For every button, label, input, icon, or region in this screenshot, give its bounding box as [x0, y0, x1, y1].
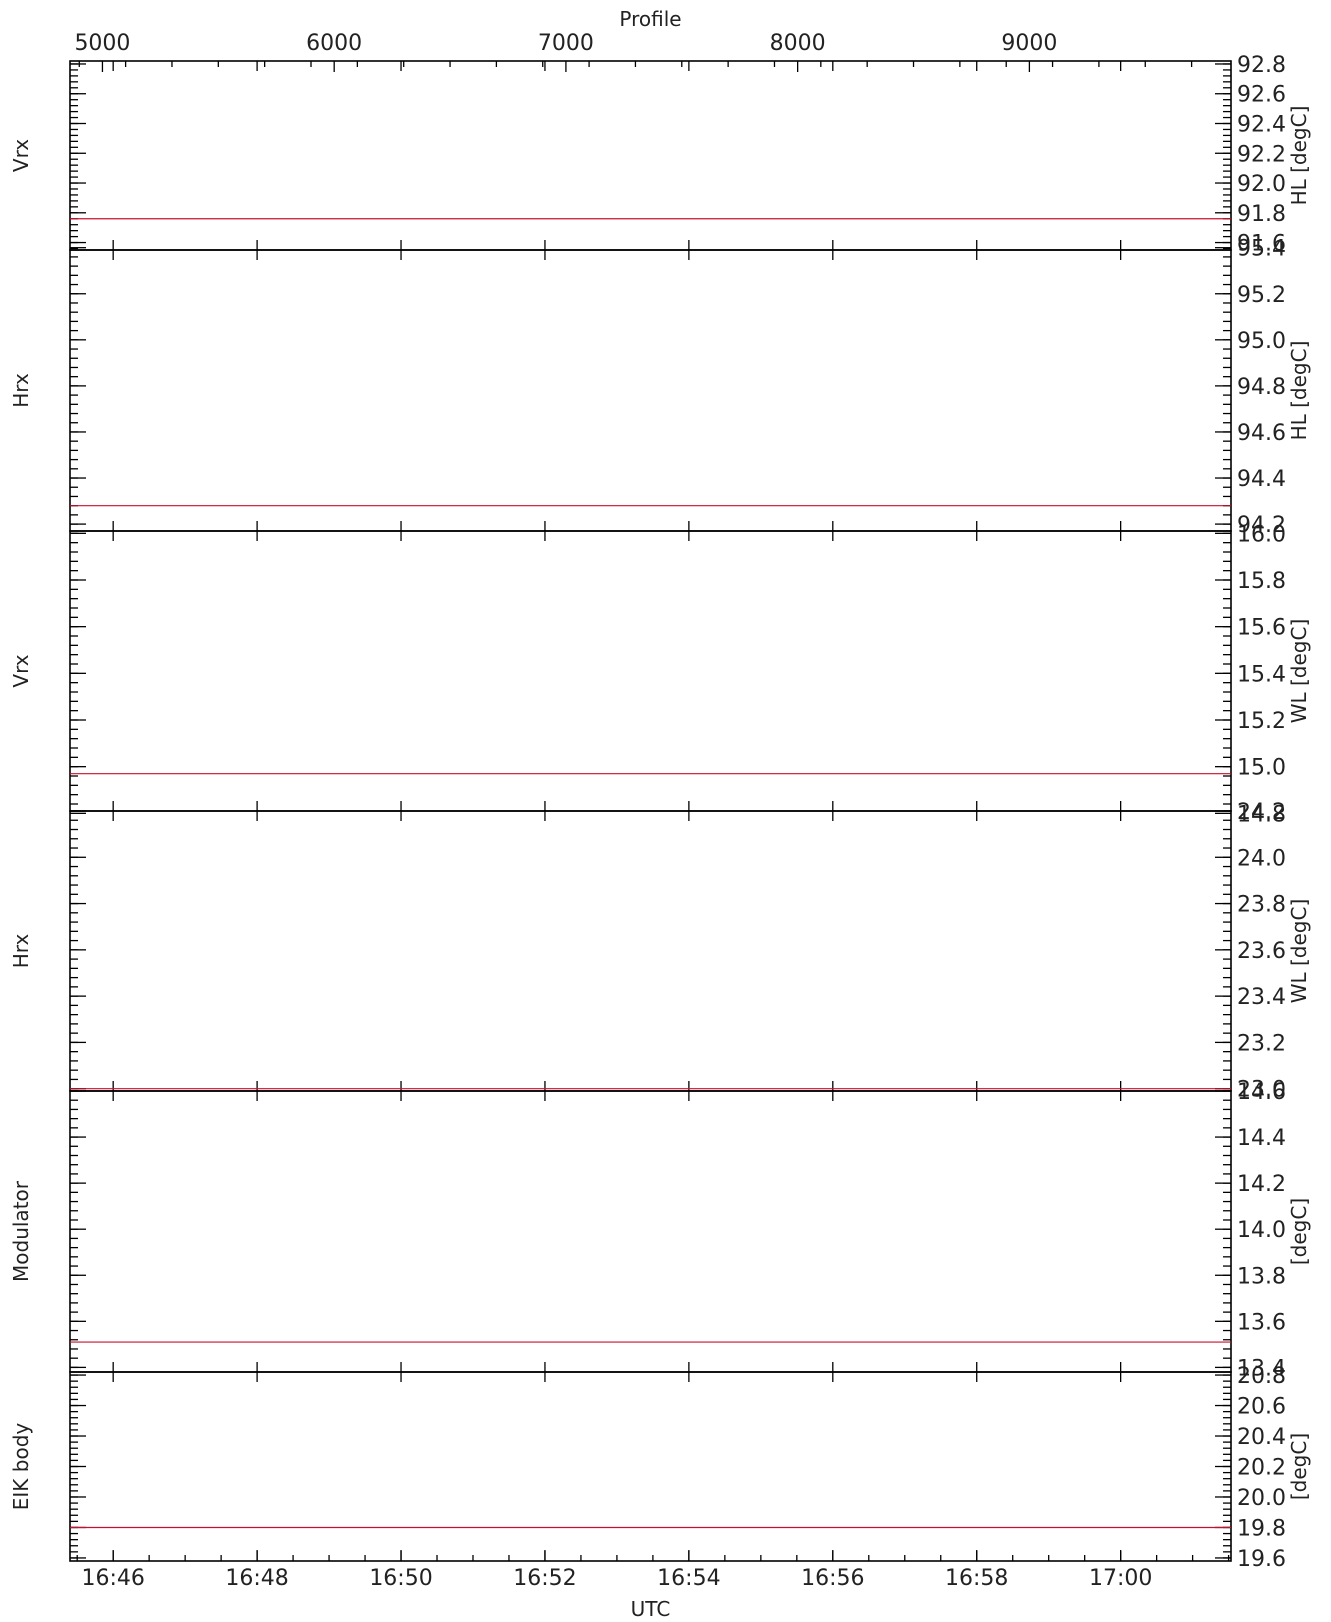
panel-0-frame — [69, 60, 1232, 251]
panel-5-ytick-label-4: 20.4 — [1237, 1425, 1286, 1450]
panel-1-ytick-label-3: 94.8 — [1237, 375, 1286, 400]
x-axis-tick-label-1: 16:48 — [225, 1566, 288, 1591]
x-axis-tick-label-5: 16:56 — [801, 1566, 864, 1591]
top-axis-tick-label-4: 9000 — [1001, 31, 1057, 56]
panel-2-ytick-label-0: 14.8 — [1237, 802, 1286, 827]
panel-0-right-label: HL [degC] — [1287, 106, 1311, 206]
panel-1-ytick-label-1: 94.4 — [1237, 467, 1286, 492]
panel-0-ytick-label-3: 92.2 — [1237, 142, 1286, 167]
top-axis-tick-label-2: 7000 — [538, 31, 594, 56]
panel-5-ytick-label-3: 20.2 — [1237, 1456, 1286, 1481]
panel-1-ytick-label-5: 95.2 — [1237, 283, 1286, 308]
panel-4-ytick-label-1: 13.6 — [1237, 1310, 1286, 1335]
panel-2-right-label: WL [degC] — [1287, 619, 1311, 724]
panel-3-ytick-label-2: 23.4 — [1237, 985, 1286, 1010]
panel-3-ytick-label-5: 24.0 — [1237, 846, 1286, 871]
x-axis-tick-label-3: 16:52 — [513, 1566, 576, 1591]
panel-4-right-label: [degC] — [1287, 1198, 1311, 1265]
panel-2-ytick-label-1: 15.0 — [1237, 756, 1286, 781]
panel-5-ytick-label-0: 19.6 — [1237, 1547, 1286, 1572]
panel-1-ytick-label-6: 95.4 — [1237, 237, 1286, 262]
panel-1-ytick-label-0: 94.2 — [1237, 513, 1286, 538]
panel-4-ytick-label-6: 14.6 — [1237, 1080, 1286, 1105]
x-axis-tick-label-6: 16:58 — [945, 1566, 1008, 1591]
panel-1-frame — [69, 249, 1232, 532]
panel-5-left-label: EIK body — [9, 1423, 33, 1511]
panel-1-right-label: HL [degC] — [1287, 341, 1311, 441]
panel-1-ytick-label-2: 94.6 — [1237, 421, 1286, 446]
panel-4-left-label: Modulator — [9, 1180, 33, 1282]
panel-5-ytick-label-5: 20.6 — [1237, 1395, 1286, 1420]
panel-2-ytick-label-3: 15.4 — [1237, 662, 1286, 687]
panel-0-ytick-label-2: 92.0 — [1237, 172, 1286, 197]
panel-0-ytick-label-4: 92.4 — [1237, 113, 1286, 138]
panel-3-right-label: WL [degC] — [1287, 899, 1311, 1004]
panel-4-ytick-label-3: 14.0 — [1237, 1218, 1286, 1243]
panel-3-ytick-label-6: 24.2 — [1237, 800, 1286, 825]
top-axis-title: Profile — [619, 7, 681, 31]
panel-2-ytick-label-5: 15.8 — [1237, 569, 1286, 594]
panel-0-ytick-label-5: 92.6 — [1237, 83, 1286, 108]
x-axis-tick-label-4: 16:54 — [657, 1566, 720, 1591]
panel-0-ytick-label-6: 92.8 — [1237, 53, 1286, 78]
top-axis-tick-label-0: 5000 — [74, 31, 130, 56]
panel-4-ytick-label-0: 13.4 — [1237, 1356, 1286, 1381]
top-axis-tick-label-3: 8000 — [770, 31, 826, 56]
panel-3-ytick-label-1: 23.2 — [1237, 1031, 1286, 1056]
panel-5-ytick-label-6: 20.8 — [1237, 1364, 1286, 1389]
panel-3-left-label: Hrx — [9, 934, 33, 969]
x-axis-tick-label-2: 16:50 — [369, 1566, 432, 1591]
panel-3-ytick-label-0: 23.0 — [1237, 1078, 1286, 1103]
panel-3-ytick-label-3: 23.6 — [1237, 939, 1286, 964]
panel-2-ytick-label-4: 15.6 — [1237, 616, 1286, 641]
x-axis-tick-label-0: 16:46 — [81, 1566, 144, 1591]
panel-2-left-label: Vrx — [9, 654, 33, 687]
panel-5-ytick-label-2: 20.0 — [1237, 1486, 1286, 1511]
x-axis-tick-label-7: 17:00 — [1089, 1566, 1152, 1591]
x-axis-title: UTC — [631, 1597, 671, 1621]
panel-0-ytick-label-1: 91.8 — [1237, 202, 1286, 227]
panel-5-frame — [69, 1371, 1232, 1562]
panel-0-ytick-label-0: 91.6 — [1237, 232, 1286, 257]
panel-4-frame — [69, 1090, 1232, 1373]
panel-2-ytick-label-6: 16.0 — [1237, 522, 1286, 547]
panel-1-left-label: Hrx — [9, 373, 33, 408]
panel-4-ytick-label-5: 14.4 — [1237, 1126, 1286, 1151]
panel-4-ytick-label-4: 14.2 — [1237, 1172, 1286, 1197]
top-axis-tick-label-1: 6000 — [306, 31, 362, 56]
panel-5-ytick-label-1: 19.8 — [1237, 1516, 1286, 1541]
panel-2-ytick-label-2: 15.2 — [1237, 709, 1286, 734]
panel-4-ytick-label-2: 13.8 — [1237, 1264, 1286, 1289]
panel-1-ytick-label-4: 95.0 — [1237, 329, 1286, 354]
panel-0-left-label: Vrx — [9, 139, 33, 172]
panel-3-ytick-label-4: 23.8 — [1237, 893, 1286, 918]
panel-3-frame — [69, 810, 1232, 1092]
panel-5-right-label: [degC] — [1287, 1433, 1311, 1500]
panel-2-frame — [69, 530, 1232, 812]
